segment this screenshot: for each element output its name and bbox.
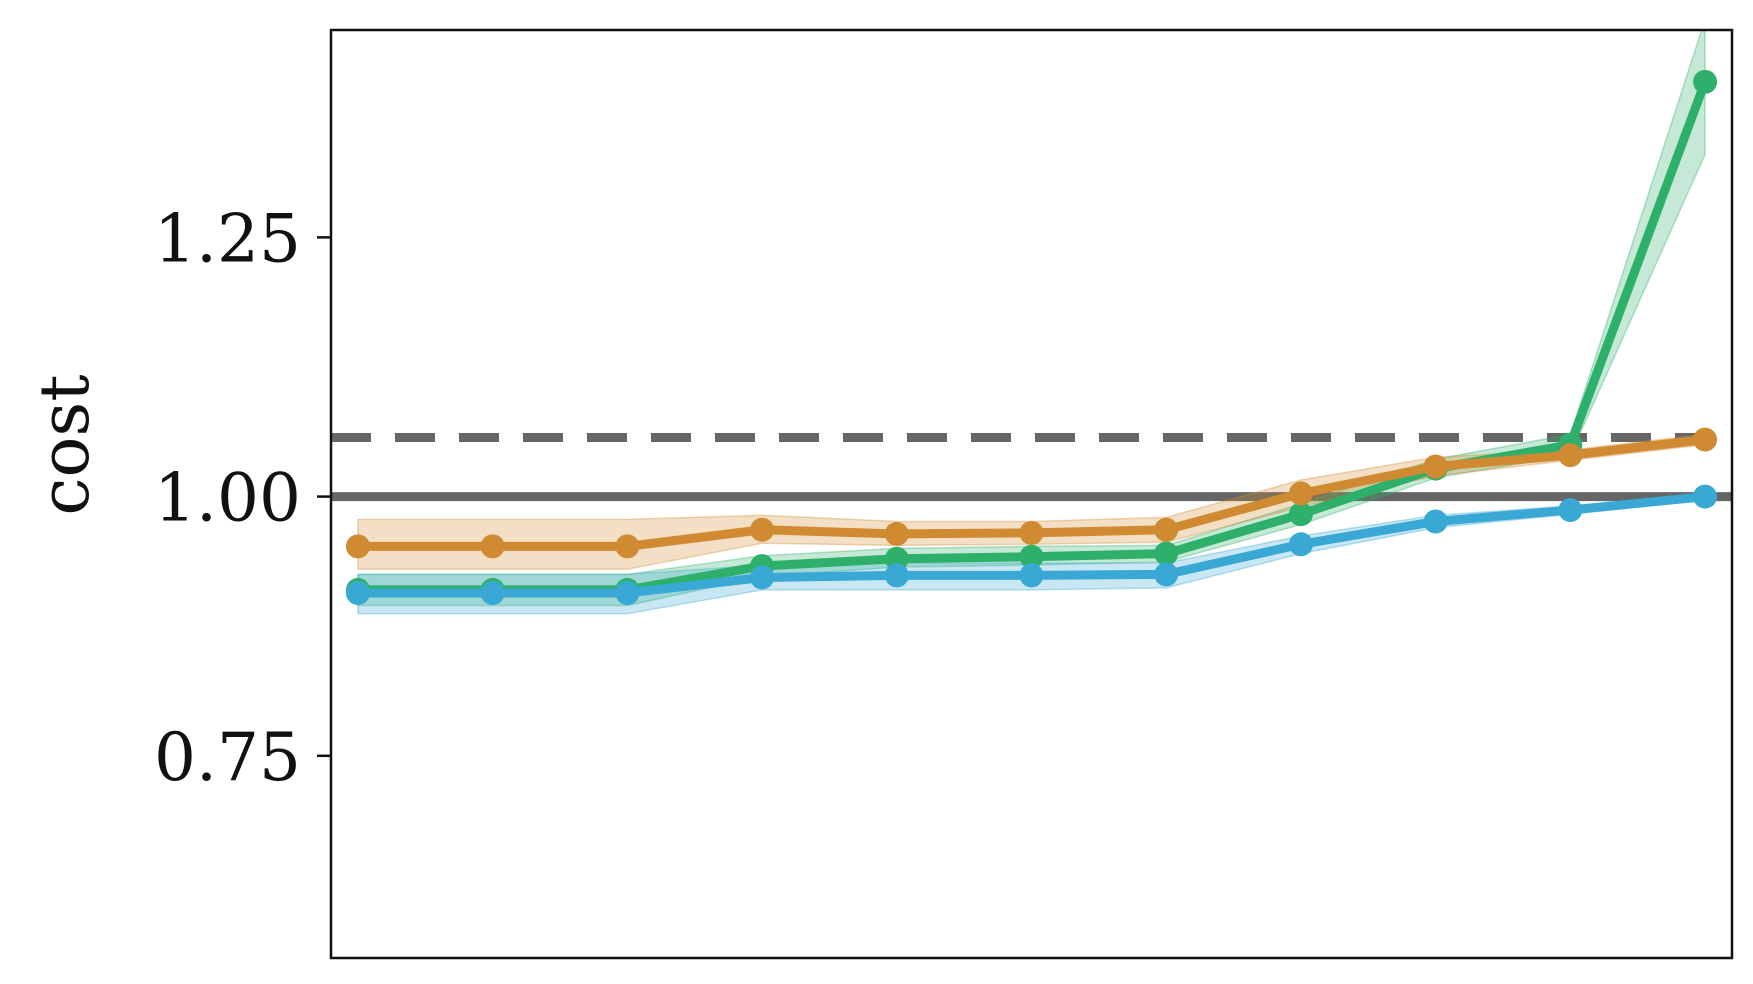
series-1-point	[1154, 541, 1179, 566]
series-3-point	[1019, 563, 1044, 588]
series-2-point	[750, 517, 775, 542]
series-2-point	[884, 521, 909, 546]
plot-frame	[329, 28, 1734, 960]
series-3-point	[884, 563, 909, 588]
series-1-point	[1019, 544, 1044, 569]
series-1-point	[1288, 502, 1313, 527]
series-1-point	[884, 546, 909, 571]
y-tick-label: 1.25	[154, 200, 301, 277]
series-3-point	[615, 581, 640, 606]
series-2-point	[615, 534, 640, 559]
series-2-point	[1423, 454, 1448, 479]
series-3-point	[1558, 498, 1583, 523]
series-2-point	[1019, 520, 1044, 545]
series-1-point	[1693, 69, 1718, 94]
series-3-point	[1693, 484, 1718, 509]
series-2-point	[345, 534, 370, 559]
y-tick-label: 1.00	[154, 460, 301, 537]
series-2-point	[480, 534, 505, 559]
y-tick-label: 0.75	[154, 719, 301, 796]
series-2-point	[1693, 427, 1718, 452]
axes: 0.75 1.00 1.25	[154, 28, 1734, 960]
plot-area	[331, 30, 1732, 615]
series-3-point	[1423, 509, 1448, 534]
series-2-point	[1558, 443, 1583, 468]
y-axis-label: cost	[26, 374, 105, 515]
series-3-point	[480, 581, 505, 606]
series-2-point	[1288, 481, 1313, 506]
series-3-point	[1154, 562, 1179, 587]
series-2-point	[1154, 517, 1179, 542]
series-3-point	[750, 565, 775, 590]
series-3-point	[1288, 532, 1313, 557]
series-3-point	[345, 581, 370, 606]
